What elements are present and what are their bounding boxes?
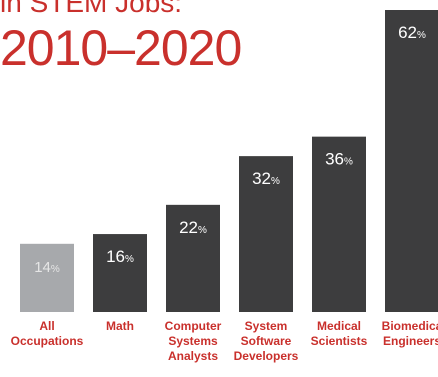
bar-3 xyxy=(239,156,293,312)
category-label-4-line-0: Medical xyxy=(317,319,361,333)
category-label-2-line-0: Computer xyxy=(165,319,222,333)
bar-4 xyxy=(312,136,366,312)
category-label-3-line-2: Developers xyxy=(234,349,299,363)
bar-value-label-5: 62% xyxy=(398,23,426,42)
chart-title-line2: 2010–2020 xyxy=(0,20,242,76)
bar-value-label-2: 22% xyxy=(179,218,207,237)
chart-title-line1: in STEM Jobs: xyxy=(0,0,183,18)
category-label-5-line-0: Biomedica xyxy=(382,319,438,333)
bar-5 xyxy=(385,10,438,312)
bar-0 xyxy=(20,243,74,312)
bar-value-label-0: 14% xyxy=(34,259,60,276)
bar-2 xyxy=(166,204,220,312)
category-label-0-line-0: All xyxy=(39,319,54,333)
category-label-3-line-1: Software xyxy=(241,334,292,348)
category-label-2-line-2: Analysts xyxy=(168,349,218,363)
category-label-4-line-1: Scientists xyxy=(311,334,368,348)
bar-value-label-4: 36% xyxy=(325,150,353,169)
category-label-3-line-0: System xyxy=(245,319,288,333)
category-label-2-line-1: Systems xyxy=(168,334,218,348)
bar-value-label-1: 16% xyxy=(106,247,134,266)
bar-1 xyxy=(93,234,147,312)
category-label-5-line-1: Engineers xyxy=(383,334,438,348)
category-label-1-line-0: Math xyxy=(106,319,134,333)
bar-value-label-3: 32% xyxy=(252,169,280,188)
category-label-0-line-1: Occupations xyxy=(11,334,84,348)
